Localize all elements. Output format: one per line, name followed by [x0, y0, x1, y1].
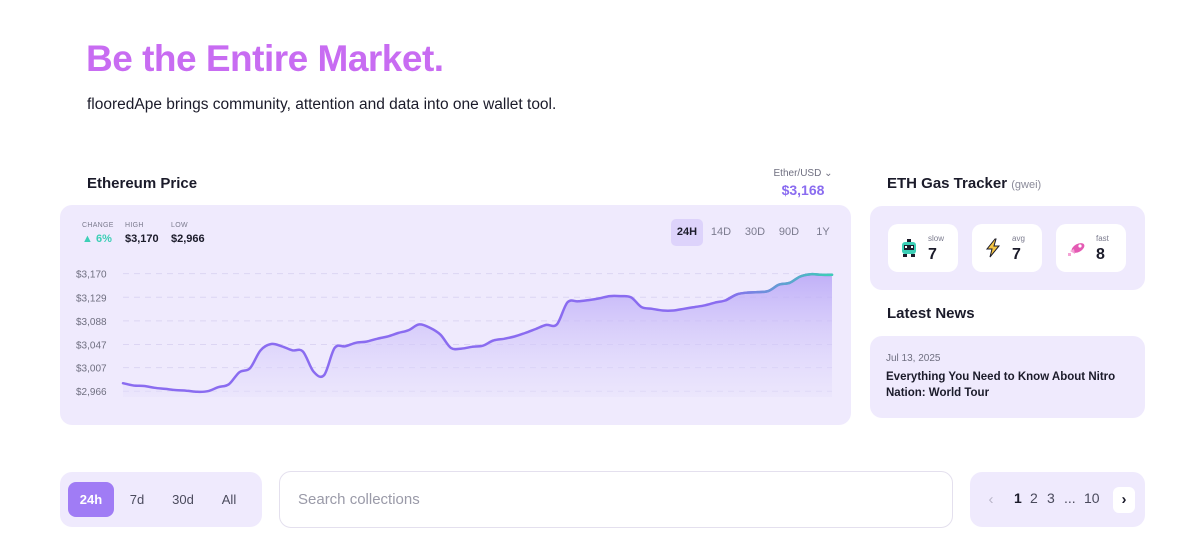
range-tab-30d[interactable]: 30D [744, 226, 766, 238]
price-chart-card: CHANGE ▲ 6% HIGH $3,170 LOW $2,966 24H 1… [60, 205, 851, 425]
range-tab-24h[interactable]: 24H [671, 219, 703, 246]
stat-change-value: ▲ 6% [82, 233, 114, 245]
page-ellipsis: ... [1064, 490, 1076, 506]
news-headline[interactable]: Everything You Need to Know About Nitro … [886, 371, 1116, 399]
period-tab-24h[interactable]: 24h [68, 482, 114, 517]
gas-avg-label: avg [1012, 234, 1025, 243]
period-tab-all[interactable]: All [221, 492, 237, 507]
price-area [123, 274, 832, 397]
page-3[interactable]: 3 [1047, 490, 1055, 506]
period-tab-30d[interactable]: 30d [172, 492, 194, 507]
price-chart: $3,170 $3,129 $3,088 $3,047 $3,007 $2,966 [76, 270, 834, 398]
lightning-icon [985, 238, 1001, 258]
price-line-recent [724, 272, 834, 302]
news-panel-title: Latest News [887, 305, 975, 322]
stat-change-label: CHANGE [82, 222, 114, 229]
search-input[interactable] [298, 472, 928, 526]
stat-change-number: 6% [95, 233, 112, 245]
page-2[interactable]: 2 [1030, 490, 1038, 506]
price-line [121, 272, 834, 394]
period-filter: 24h 7d 30d All [60, 472, 262, 527]
stat-change: CHANGE ▲ 6% [82, 222, 114, 245]
y-tick-label: $3,088 [76, 317, 107, 328]
news-card[interactable]: Jul 13, 2025 Everything You Need to Know… [870, 336, 1145, 418]
gas-slow-label: slow [928, 234, 945, 243]
stat-low: LOW $2,966 [171, 222, 205, 245]
stat-high: HIGH $3,170 [125, 222, 159, 245]
gas-slow-value: 7 [928, 246, 937, 263]
chevron-left-icon[interactable]: ‹ [988, 491, 994, 508]
range-tab-14d[interactable]: 14D [710, 226, 732, 238]
rocket-icon [1068, 243, 1085, 256]
y-tick-label: $3,007 [76, 364, 107, 375]
search-box [279, 471, 953, 528]
gas-level-fast: fast 8 [1056, 224, 1126, 272]
gas-fast-label: fast [1096, 234, 1109, 243]
gas-card: slow 7 avg 7 fast 8 [870, 206, 1145, 290]
currency-selector[interactable]: Ether/USD ⌄ $3,168 [770, 168, 836, 198]
page-10[interactable]: 10 [1084, 490, 1100, 506]
hero-subtitle: flooredApe brings community, attention a… [87, 96, 557, 113]
range-tabs: 24H 14D 30D 90D 1Y [671, 219, 839, 246]
pagination: ‹ 1 2 3 ... 10 › [970, 472, 1145, 527]
y-tick-label: $3,170 [76, 270, 107, 281]
current-price: $3,168 [781, 182, 825, 198]
price-panel-title: Ethereum Price [87, 175, 198, 192]
stat-low-value: $2,966 [171, 233, 205, 245]
arrow-up-icon: ▲ [82, 233, 93, 245]
stat-low-label: LOW [171, 222, 188, 229]
gas-level-slow: slow 7 [888, 224, 958, 272]
gas-fast-value: 8 [1096, 246, 1105, 263]
chevron-right-icon[interactable]: › [1113, 487, 1135, 513]
gas-panel-unit: (gwei) [1011, 179, 1042, 191]
gas-avg-value: 7 [1012, 246, 1021, 263]
page-1[interactable]: 1 [1014, 490, 1022, 506]
hero-title: Be the Entire Market. [86, 38, 444, 79]
gas-panel-title: ETH Gas Tracker (gwei) [887, 175, 1041, 192]
y-tick-label: $3,129 [76, 293, 107, 304]
y-tick-label: $2,966 [76, 387, 107, 398]
range-tab-90d[interactable]: 90D [778, 226, 800, 238]
gas-panel-title-text: ETH Gas Tracker [887, 175, 1008, 192]
gas-level-avg: avg 7 [972, 224, 1042, 272]
chevron-down-icon: ⌄ [824, 168, 833, 179]
stat-high-label: HIGH [125, 222, 144, 229]
currency-pair[interactable]: Ether/USD ⌄ [770, 168, 836, 179]
y-tick-label: $3,047 [76, 341, 107, 352]
stat-high-value: $3,170 [125, 233, 159, 245]
robot-icon [902, 239, 916, 257]
range-tab-1y[interactable]: 1Y [816, 226, 830, 238]
currency-pair-label: Ether/USD [773, 168, 822, 179]
news-date: Jul 13, 2025 [886, 353, 941, 364]
period-tab-7d[interactable]: 7d [129, 492, 145, 507]
